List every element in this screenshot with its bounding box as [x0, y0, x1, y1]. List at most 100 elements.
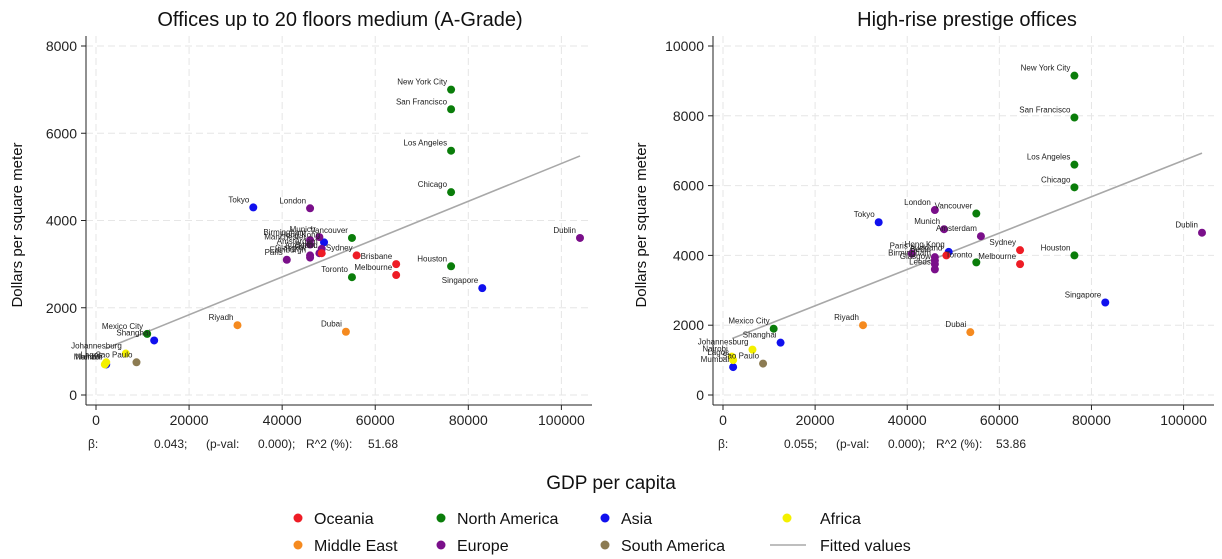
panel-2-point-singapore — [1101, 298, 1110, 307]
panel-1-beta-label: β: — [88, 437, 98, 451]
panel-1-point-label-houston: Houston — [417, 254, 447, 263]
panel-2-point-label-shanghai: Shanghai — [743, 331, 777, 340]
legend-item-asia: Asia — [600, 511, 652, 528]
legend-label-middle-east: Middle East — [314, 538, 398, 555]
panel-1-point-chicago — [447, 188, 456, 197]
legend-label-europe: Europe — [457, 538, 509, 555]
legend-marker-middle-east — [293, 540, 303, 550]
legend-label-south-america: South America — [621, 538, 725, 555]
panel-1-point-label-dubai: Dubai — [321, 320, 342, 329]
panel-1-point-los-angeles — [447, 146, 456, 155]
panel-1-point-melbourne — [392, 271, 401, 280]
panel-2-point-label-berlin: Berlin — [910, 245, 930, 254]
x-axis-label: GDP per capita — [546, 473, 676, 494]
panel-2-point-label-houston: Houston — [1041, 243, 1071, 252]
panel-1-x-tick-label: 20000 — [170, 412, 209, 428]
panel-1-point-vancouver — [347, 233, 356, 242]
panel-1-point-label-munich: Munich — [290, 225, 316, 234]
panel-1-point-label-mumbai: Mumbai — [74, 352, 103, 361]
legend-label-oceania: Oceania — [314, 511, 374, 528]
panel-2-point-label-paris: Paris — [890, 242, 908, 251]
panel-2-point-sydney — [1016, 246, 1025, 255]
panel-1-point-label-glasgow: Glasgow — [275, 243, 306, 252]
panel-2-x-tick-label: 100000 — [1160, 412, 1207, 428]
panel-1-point-hong-kong — [320, 238, 329, 247]
panel-2-point-mexico-city — [769, 324, 778, 333]
panel-1-point-label-dublin: Dublin — [553, 226, 576, 235]
panel-2-title: High-rise prestige offices — [857, 9, 1077, 31]
legend-marker-europe — [436, 540, 446, 550]
legend-label-fitted-values: Fitted values — [820, 538, 911, 555]
panel-1-y-tick-label: 6000 — [46, 125, 77, 141]
panel-1: Offices up to 20 floors medium (A-Grade)… — [9, 9, 592, 451]
panel-2-point-label-mexico-city: Mexico City — [728, 317, 769, 326]
panel-1-point-labels: New York City San Francisco Los Angeles Chi… — [71, 78, 576, 362]
panel-1-point-label-johannesburg: Johannesburg — [71, 342, 122, 351]
panel-1-x-tick-label: 100000 — [538, 412, 585, 428]
panel-2-point-los-angeles — [1070, 160, 1079, 169]
panel-1-point-label-sao-paulo: Sao Paulo — [96, 350, 133, 359]
panel-1-point-san-francisco — [447, 105, 456, 114]
panel-1-point-label-new-york-city: New York City — [397, 78, 447, 87]
panel-2-point-label-leeds: Leeds — [909, 257, 931, 266]
panel-2-point-label-johannesburg: Johannesburg — [698, 338, 749, 347]
panel-2-point-san-francisco — [1070, 113, 1079, 122]
panel-1-point-tokyo — [249, 203, 258, 212]
panel-1-point-edinburgh — [306, 253, 315, 262]
panel-2-y-tick-label: 2000 — [673, 317, 704, 333]
panel-2-pval-label: (p-val: — [836, 437, 869, 451]
panel-2-x-tick-label: 0 — [719, 412, 727, 428]
panel-2-y-tick-label: 10000 — [665, 38, 704, 54]
legend-item-north-america: North America — [436, 511, 558, 528]
legend-label-asia: Asia — [621, 511, 652, 528]
panel-2-point-label-london: London — [904, 198, 931, 207]
panel-1-point-label-los-angeles: Los Angeles — [403, 139, 447, 148]
panel-1-point-label-melbourne: Melbourne — [354, 263, 392, 272]
panel-1-x-tick-label: 0 — [92, 412, 100, 428]
panel-2-points — [727, 71, 1206, 372]
panel-2-point-label-los-angeles: Los Angeles — [1027, 153, 1071, 162]
legend-item-oceania: Oceania — [293, 511, 374, 528]
panel-2-point-label-lagos: Lagos — [707, 348, 729, 357]
legend-item-africa: Africa — [782, 511, 861, 528]
legend-item-south-america: South America — [600, 538, 725, 555]
legend-item-europe: Europe — [436, 538, 509, 555]
panel-1-point-new-york-city — [447, 85, 456, 94]
panel-2-point-houston — [1070, 251, 1079, 260]
panel-1-point-toronto — [347, 273, 356, 282]
panel-2-x-tick-label: 60000 — [980, 412, 1019, 428]
panel-1-x-tick-label: 40000 — [263, 412, 302, 428]
panel-1-point-label-paris: Paris — [265, 248, 283, 257]
panel-1-point-label-berlin: Berlin — [295, 241, 315, 250]
panel-2-point-label-san-francisco: San Francisco — [1019, 106, 1071, 115]
panel-1-point-label-brisbane: Brisbane — [361, 252, 393, 261]
legend-item-fitted-values: Fitted values — [770, 538, 911, 555]
panel-2-point-label-munich: Munich — [914, 217, 940, 226]
panel-1-point-johannesburg — [121, 349, 130, 358]
panel-1-point-lagos — [102, 358, 111, 367]
panel-2-point-dublin — [1198, 228, 1206, 237]
panel-2-x-tick-label: 80000 — [1072, 412, 1111, 428]
panel-2-point-mumbai — [729, 363, 738, 372]
panel-2-x-tick-label: 20000 — [796, 412, 835, 428]
panel-1-point-label-birmingham: Birmingham — [263, 228, 306, 237]
panel-2-y-tick-label: 8000 — [673, 108, 704, 124]
panel-2-point-label-dublin: Dublin — [1175, 221, 1198, 230]
panel-2-point-labels: New York City San Francisco Los Angeles Chi… — [698, 64, 1198, 364]
panel-2-y-tick-label: 4000 — [673, 247, 704, 263]
panel-2-point-label-tokyo: Tokyo — [854, 210, 875, 219]
panel-2-point-amsterdam — [976, 232, 985, 241]
legend-marker-asia — [600, 513, 610, 523]
legend-marker-oceania — [293, 513, 303, 523]
panel-1-y-tick-label: 0 — [69, 387, 77, 403]
panel-1-point-singapore — [478, 284, 487, 293]
panel-2-point-leeds — [930, 265, 939, 274]
panel-2-point-label-melbourne: Melbourne — [978, 252, 1016, 261]
panel-2-point-label-toronto: Toronto — [946, 250, 973, 259]
panel-1-point-label-sydney: Sydney — [326, 243, 353, 252]
panel-2-point-label-sao-paulo: Sao Paulo — [722, 352, 759, 361]
panel-1-point-london — [306, 204, 315, 213]
